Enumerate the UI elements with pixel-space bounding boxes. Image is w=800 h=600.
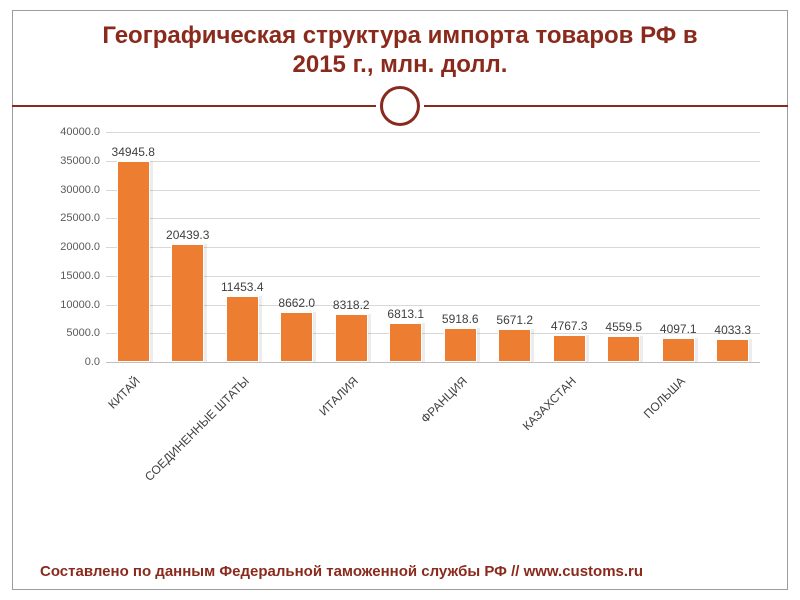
data-label: 8318.2 — [333, 298, 370, 312]
x-axis-line — [106, 362, 760, 363]
bar — [607, 336, 640, 362]
bar — [389, 323, 422, 362]
data-label: 4767.3 — [551, 319, 588, 333]
data-label: 5671.2 — [496, 313, 533, 327]
slide-title: Географическая структура импорта товаров… — [90, 22, 710, 80]
y-tick-label: 20000.0 — [60, 241, 100, 253]
bar — [280, 312, 313, 362]
title-ornament — [12, 86, 788, 126]
data-label: 34945.8 — [112, 145, 155, 159]
bar — [171, 244, 204, 362]
data-label: 20439.3 — [166, 228, 209, 242]
bar — [662, 338, 695, 362]
ornament-circle-icon — [380, 86, 420, 126]
bar — [226, 296, 259, 362]
data-label: 8662.0 — [278, 296, 315, 310]
data-label: 11453.4 — [221, 280, 264, 294]
grid-line — [106, 161, 760, 162]
y-tick-label: 25000.0 — [60, 212, 100, 224]
chart-plot: 34945.8 20439.3 11453.4 8662.0 8318.2 6813.1 5… — [106, 132, 760, 362]
ornament-line-right — [424, 105, 788, 107]
data-label: 4097.1 — [660, 322, 697, 336]
y-tick-label: 15000.0 — [60, 270, 100, 282]
bar — [553, 335, 586, 362]
y-tick-label: 40000.0 — [60, 126, 100, 138]
data-label: 4559.5 — [605, 320, 642, 334]
source-note: Составлено по данным Федеральной таможен… — [40, 563, 680, 582]
data-label: 4033.3 — [714, 323, 751, 337]
bar — [444, 328, 477, 362]
title-container: Географическая структура импорта товаров… — [12, 22, 788, 80]
y-tick-label: 35000.0 — [60, 155, 100, 167]
chart-area: 34945.8 20439.3 11453.4 8662.0 8318.2 6813.1 5… — [40, 132, 760, 492]
grid-line — [106, 218, 760, 219]
y-tick-label: 10000.0 — [60, 299, 100, 311]
bar — [117, 161, 150, 362]
grid-line — [106, 132, 760, 133]
ornament-line-left — [12, 105, 376, 107]
data-label: 5918.6 — [442, 312, 479, 326]
grid-line — [106, 190, 760, 191]
bar — [335, 314, 368, 362]
y-tick-label: 30000.0 — [60, 184, 100, 196]
bar — [716, 339, 749, 362]
bar — [498, 329, 531, 362]
y-tick-label: 5000.0 — [66, 327, 100, 339]
y-tick-label: 0.0 — [85, 356, 100, 368]
data-label: 6813.1 — [387, 307, 424, 321]
